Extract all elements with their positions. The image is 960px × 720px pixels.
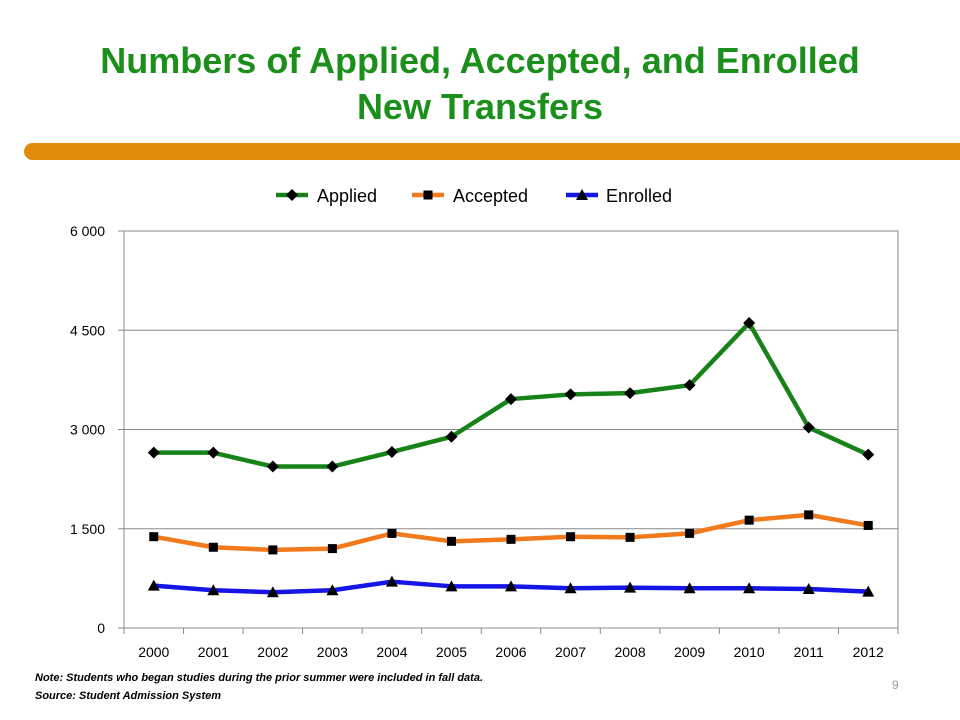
y-tick-label: 4 500 — [70, 322, 105, 338]
data-point-accepted — [804, 510, 814, 520]
x-tick-label: 2000 — [138, 644, 169, 660]
data-point-enrolled — [445, 580, 458, 592]
data-point-applied — [207, 446, 220, 459]
gridlines — [124, 329, 898, 530]
data-point-accepted — [625, 532, 635, 542]
data-point-applied — [326, 460, 339, 473]
note-text: Note: Students who began studies during … — [35, 672, 483, 684]
data-point-accepted — [387, 528, 397, 538]
legend-label-applied: Applied — [317, 186, 377, 206]
data-point-accepted — [685, 528, 695, 538]
data-point-enrolled — [326, 584, 339, 596]
data-point-applied — [624, 387, 637, 400]
data-point-enrolled — [743, 582, 756, 594]
data-point-enrolled — [207, 584, 220, 596]
y-tick-label: 1 500 — [70, 521, 105, 537]
data-point-accepted — [327, 544, 337, 554]
data-point-accepted — [863, 520, 873, 530]
legend-label-enrolled: Enrolled — [606, 186, 672, 206]
series-group — [147, 316, 875, 598]
x-tick-label: 2006 — [495, 644, 526, 660]
data-point-applied — [802, 421, 815, 434]
data-point-enrolled — [385, 575, 398, 587]
data-point-applied — [862, 448, 875, 461]
legend: Applied Accepted Enrolled — [276, 186, 672, 206]
data-point-applied — [505, 393, 517, 406]
y-tick-label: 0 — [97, 620, 105, 636]
series-enrolled — [147, 575, 875, 598]
x-tick-label: 2008 — [614, 644, 645, 660]
data-point-applied — [445, 430, 458, 443]
data-point-accepted — [744, 515, 754, 525]
data-point-accepted — [566, 532, 576, 542]
x-tick-label: 2002 — [257, 644, 288, 660]
x-tick-label: 2001 — [198, 644, 229, 660]
data-point-accepted — [268, 545, 278, 555]
data-point-applied — [147, 446, 160, 459]
x-tick-label: 2010 — [734, 644, 765, 660]
chart-note: Note: Students who began studies during … — [35, 669, 483, 705]
legend-marker-enrolled — [576, 189, 588, 200]
y-axis: 0 1 500 3 000 4 500 6 000 — [70, 223, 124, 636]
data-point-accepted — [208, 542, 218, 552]
data-point-accepted — [506, 534, 516, 544]
legend-label-accepted: Accepted — [453, 186, 528, 206]
data-point-accepted — [446, 536, 456, 546]
data-point-enrolled — [266, 586, 279, 598]
title-underline-bar — [24, 143, 960, 160]
page-title: Numbers of Applied, Accepted, and Enroll… — [0, 38, 960, 130]
series-applied — [147, 316, 875, 473]
x-tick-label: 2003 — [317, 644, 348, 660]
series-accepted — [149, 510, 873, 555]
data-point-enrolled — [147, 579, 160, 591]
x-tick-label: 2005 — [436, 644, 467, 660]
x-tick-label: 2007 — [555, 644, 586, 660]
source-text: Source: Student Admission System — [35, 690, 222, 702]
x-tick-label: 2004 — [376, 644, 407, 660]
legend-marker-applied — [286, 189, 298, 201]
data-point-accepted — [149, 532, 159, 542]
legend-marker-accepted — [423, 190, 433, 200]
x-axis: 2000 2001 2002 2003 2004 2005 2006 2007 2008 2009… — [123, 628, 899, 660]
data-point-applied — [743, 316, 756, 329]
title-line-2: New Transfers — [356, 86, 604, 127]
data-point-enrolled — [862, 585, 875, 597]
data-point-applied — [385, 445, 398, 458]
data-point-enrolled — [802, 582, 815, 594]
x-tick-label: 2012 — [853, 644, 884, 660]
data-point-applied — [564, 388, 577, 401]
x-tick-label: 2009 — [674, 644, 705, 660]
data-point-enrolled — [683, 582, 696, 594]
data-point-applied — [266, 460, 279, 473]
title-line-1: Numbers of Applied, Accepted, and Enroll… — [100, 40, 860, 81]
y-tick-label: 6 000 — [70, 223, 105, 239]
data-point-enrolled — [564, 582, 577, 594]
data-point-applied — [683, 379, 696, 392]
x-tick-label: 2011 — [794, 644, 824, 660]
data-point-enrolled — [505, 580, 517, 592]
page-number: 9 — [892, 678, 899, 692]
y-tick-label: 3 000 — [70, 422, 105, 438]
data-point-enrolled — [624, 581, 637, 593]
